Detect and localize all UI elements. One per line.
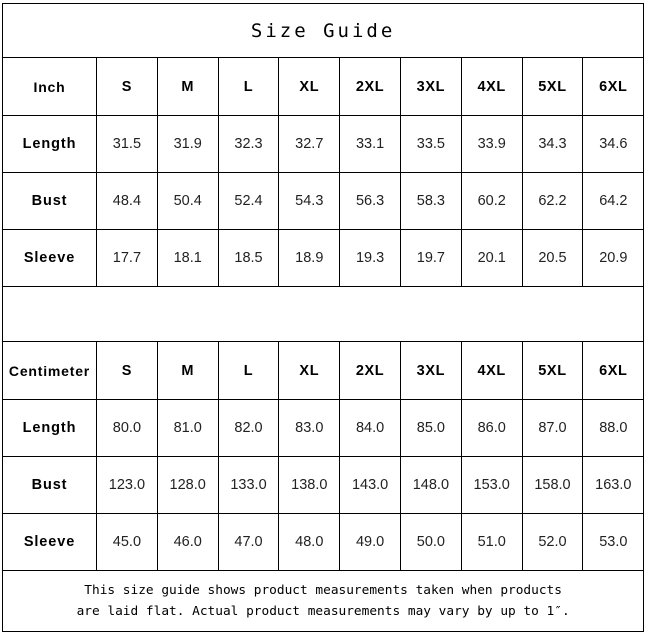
table-row: Bust 123.0 128.0 133.0 138.0 143.0 148.0… bbox=[2, 456, 645, 514]
inch-sleeve-3xl: 19.7 bbox=[399, 229, 462, 287]
table-row: Sleeve 45.0 46.0 47.0 48.0 49.0 50.0 51.… bbox=[2, 513, 645, 571]
inch-length-3xl: 33.5 bbox=[399, 115, 462, 173]
cm-col-header-3xl: 3XL bbox=[399, 341, 462, 400]
cm-col-header-5xl: 5XL bbox=[521, 341, 584, 400]
cm-bust-5xl: 158.0 bbox=[521, 456, 584, 514]
inch-row-label-length: Length bbox=[2, 115, 97, 173]
inch-col-header-xl: XL bbox=[278, 57, 341, 116]
inch-sleeve-l: 18.5 bbox=[217, 229, 280, 287]
cm-bust-2xl: 143.0 bbox=[339, 456, 401, 514]
inch-bust-s: 48.4 bbox=[96, 172, 158, 230]
cm-col-header-4xl: 4XL bbox=[460, 341, 523, 400]
inch-row-label-sleeve: Sleeve bbox=[2, 229, 97, 287]
cm-length-2xl: 84.0 bbox=[339, 399, 401, 457]
inch-bust-3xl: 58.3 bbox=[399, 172, 462, 230]
cm-col-header-6xl: 6XL bbox=[582, 341, 645, 400]
cm-bust-xl: 138.0 bbox=[278, 456, 341, 514]
cm-length-6xl: 88.0 bbox=[582, 399, 645, 457]
cm-bust-4xl: 153.0 bbox=[460, 456, 523, 514]
inch-bust-4xl: 60.2 bbox=[460, 172, 523, 230]
inch-bust-xl: 54.3 bbox=[278, 172, 341, 230]
inch-col-header-6xl: 6XL bbox=[582, 57, 645, 116]
table-row: Sleeve 17.7 18.1 18.5 18.9 19.3 19.7 20.… bbox=[2, 229, 645, 287]
page-title: Size Guide bbox=[1, 3, 645, 58]
centimeter-header-row: Centimeter S M L XL 2XL 3XL 4XL 5XL 6XL bbox=[2, 341, 645, 400]
cm-sleeve-4xl: 51.0 bbox=[460, 513, 523, 571]
inch-sleeve-5xl: 20.5 bbox=[521, 229, 584, 287]
cm-bust-m: 128.0 bbox=[156, 456, 219, 514]
cm-sleeve-6xl: 53.0 bbox=[582, 513, 645, 571]
size-guide-table: Size Guide Inch S M L XL 2XL 3XL 4XL 5XL… bbox=[1, 3, 645, 632]
footer-note-line-1: This size guide shows product measuremen… bbox=[84, 583, 562, 598]
inch-sleeve-2xl: 19.3 bbox=[339, 229, 401, 287]
cm-sleeve-xl: 48.0 bbox=[278, 513, 341, 571]
inch-length-6xl: 34.6 bbox=[582, 115, 645, 173]
table-row: Length 80.0 81.0 82.0 83.0 84.0 85.0 86.… bbox=[2, 399, 645, 457]
inch-col-header-4xl: 4XL bbox=[460, 57, 523, 116]
inch-length-xl: 32.7 bbox=[278, 115, 341, 173]
table-spacer-cell bbox=[1, 286, 645, 342]
cm-bust-6xl: 163.0 bbox=[582, 456, 645, 514]
table-row: Bust 48.4 50.4 52.4 54.3 56.3 58.3 60.2 … bbox=[2, 172, 645, 230]
cm-length-4xl: 86.0 bbox=[460, 399, 523, 457]
inch-length-s: 31.5 bbox=[96, 115, 158, 173]
inch-sleeve-6xl: 20.9 bbox=[582, 229, 645, 287]
inch-bust-2xl: 56.3 bbox=[339, 172, 401, 230]
cm-col-header-m: M bbox=[156, 341, 219, 400]
cm-length-s: 80.0 bbox=[96, 399, 158, 457]
cm-sleeve-m: 46.0 bbox=[156, 513, 219, 571]
cm-sleeve-s: 45.0 bbox=[96, 513, 158, 571]
cm-col-header-l: L bbox=[217, 341, 280, 400]
inch-length-5xl: 34.3 bbox=[521, 115, 584, 173]
size-guide-container: Size Guide Inch S M L XL 2XL 3XL 4XL 5XL… bbox=[0, 3, 646, 632]
table-spacer-row bbox=[1, 286, 645, 342]
cm-col-header-s: S bbox=[96, 341, 158, 400]
inch-col-header-m: M bbox=[156, 57, 219, 116]
title-row: Size Guide bbox=[1, 3, 645, 58]
inch-length-4xl: 33.9 bbox=[460, 115, 523, 173]
cm-row-label-sleeve: Sleeve bbox=[2, 513, 97, 571]
cm-sleeve-2xl: 49.0 bbox=[339, 513, 401, 571]
inch-col-header-l: L bbox=[217, 57, 280, 116]
table-row: Length 31.5 31.9 32.3 32.7 33.1 33.5 33.… bbox=[2, 115, 645, 173]
cm-length-l: 82.0 bbox=[217, 399, 280, 457]
inch-sleeve-s: 17.7 bbox=[96, 229, 158, 287]
inch-header-row: Inch S M L XL 2XL 3XL 4XL 5XL 6XL bbox=[2, 57, 645, 116]
inch-unit-label: Inch bbox=[2, 57, 97, 116]
cm-col-header-2xl: 2XL bbox=[339, 341, 401, 400]
cm-length-xl: 83.0 bbox=[278, 399, 341, 457]
inch-bust-6xl: 64.2 bbox=[582, 172, 645, 230]
inch-length-m: 31.9 bbox=[156, 115, 219, 173]
cm-sleeve-3xl: 50.0 bbox=[399, 513, 462, 571]
inch-col-header-3xl: 3XL bbox=[399, 57, 462, 116]
inch-bust-5xl: 62.2 bbox=[521, 172, 584, 230]
inch-bust-l: 52.4 bbox=[217, 172, 280, 230]
cm-length-3xl: 85.0 bbox=[399, 399, 462, 457]
cm-sleeve-5xl: 52.0 bbox=[521, 513, 584, 571]
cm-bust-l: 133.0 bbox=[217, 456, 280, 514]
centimeter-unit-label: Centimeter bbox=[2, 341, 97, 400]
cm-sleeve-l: 47.0 bbox=[217, 513, 280, 571]
cm-bust-3xl: 148.0 bbox=[399, 456, 462, 514]
cm-col-header-xl: XL bbox=[278, 341, 341, 400]
cm-length-m: 81.0 bbox=[156, 399, 219, 457]
inch-sleeve-m: 18.1 bbox=[156, 229, 219, 287]
inch-sleeve-4xl: 20.1 bbox=[460, 229, 523, 287]
inch-length-2xl: 33.1 bbox=[339, 115, 401, 173]
inch-col-header-5xl: 5XL bbox=[521, 57, 584, 116]
inch-col-header-s: S bbox=[96, 57, 158, 116]
footer-note: This size guide shows product measuremen… bbox=[1, 570, 645, 632]
inch-sleeve-xl: 18.9 bbox=[278, 229, 341, 287]
inch-row-label-bust: Bust bbox=[2, 172, 97, 230]
footer-note-line-2: are laid flat. Actual product measuremen… bbox=[76, 604, 570, 619]
cm-bust-s: 123.0 bbox=[96, 456, 158, 514]
inch-length-l: 32.3 bbox=[217, 115, 280, 173]
inch-bust-m: 50.4 bbox=[156, 172, 219, 230]
cm-length-5xl: 87.0 bbox=[521, 399, 584, 457]
inch-col-header-2xl: 2XL bbox=[339, 57, 401, 116]
cm-row-label-bust: Bust bbox=[2, 456, 97, 514]
footer-note-row: This size guide shows product measuremen… bbox=[1, 570, 645, 632]
cm-row-label-length: Length bbox=[2, 399, 97, 457]
